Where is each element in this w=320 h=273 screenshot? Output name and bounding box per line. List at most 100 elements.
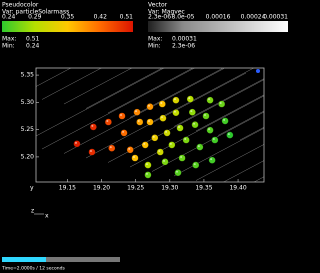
streamline [36, 68, 165, 137]
particle-highlight [173, 98, 176, 101]
x-tick-label: 19.20 [93, 185, 110, 192]
particle [118, 112, 126, 120]
particle-highlight [169, 142, 172, 145]
particle [202, 112, 210, 120]
particle-highlight [109, 146, 112, 149]
streamline [85, 72, 247, 159]
streamline [36, 68, 72, 87]
particle [136, 118, 144, 126]
particle [221, 117, 229, 125]
pc-tick-label: 0.42 [94, 14, 108, 21]
vec-colorbar [148, 21, 288, 32]
streamline [129, 68, 224, 118]
background [0, 0, 291, 273]
streamline [41, 68, 102, 100]
particle [176, 124, 184, 132]
particle [191, 121, 199, 129]
particle [196, 143, 204, 151]
y-tick-label: 5.30 [21, 99, 35, 106]
particle [188, 108, 196, 116]
particle [73, 140, 81, 148]
particle-highlight [120, 114, 123, 116]
particle [206, 96, 214, 104]
vec-var: Var: Magvec [148, 9, 185, 16]
pc-colorbar [2, 21, 133, 32]
particle-highlight [148, 120, 150, 122]
particle [186, 95, 194, 103]
streamline [63, 68, 225, 154]
vec-min-label: Min: [148, 43, 161, 50]
particle-highlight [160, 116, 163, 119]
particle-highlight [152, 135, 155, 138]
streamline [217, 110, 264, 136]
streamline [195, 144, 264, 181]
particle-highlight [128, 147, 131, 150]
particle-highlight [163, 159, 166, 162]
particle-highlight [91, 124, 94, 127]
streamline [173, 78, 264, 127]
particle [151, 134, 159, 142]
particle-highlight [122, 130, 125, 133]
particle [131, 154, 139, 162]
particle [206, 126, 214, 134]
particle [104, 118, 112, 126]
vector-glyph [256, 69, 260, 73]
particle [144, 171, 152, 179]
particle [172, 109, 180, 117]
particle [141, 141, 149, 149]
particle [211, 136, 219, 144]
particle-highlight [193, 122, 196, 125]
pc-tick-label: 0.24 [2, 14, 16, 21]
streamline [223, 160, 264, 182]
x-tick-label: 19.35 [195, 185, 212, 192]
time-label: Time=2.0000s / 12 seconds [1, 266, 65, 272]
particle-highlight [197, 145, 200, 148]
particle-highlight [212, 138, 215, 140]
plot: 19.15 19.20 19.25 19.30 19.35 19.40 5.20 5.25 5.… [21, 72, 247, 192]
triad-x: x [45, 213, 49, 220]
particle [108, 144, 116, 152]
streamline [85, 68, 163, 109]
particle [120, 129, 128, 137]
y-tick-label: 5.20 [21, 153, 35, 160]
particle-highlight [148, 104, 150, 107]
particle [158, 100, 166, 108]
particle [133, 108, 141, 116]
particle-highlight [227, 133, 230, 136]
particle-highlight [208, 128, 211, 131]
particle-highlight [208, 98, 211, 101]
particle-highlight [173, 110, 176, 113]
time-slider-fill [2, 257, 46, 262]
particle-highlight [193, 163, 196, 166]
particle [126, 146, 134, 154]
streamline [151, 68, 255, 123]
time-slider [2, 257, 120, 262]
particle [156, 148, 164, 156]
particle-highlight [210, 158, 213, 161]
x-tick-label: 19.40 [229, 185, 246, 192]
pc-max-label: Max: [2, 36, 16, 43]
triad-z: z [31, 208, 34, 215]
streamline [129, 95, 264, 168]
pc-title: Pseudocolor [2, 2, 39, 9]
particle [89, 123, 97, 131]
vec-max-label: Max: [148, 36, 162, 43]
vec-tick-label: 8.0e-05 [171, 14, 194, 21]
streamline [63, 68, 133, 105]
particle [192, 161, 200, 169]
particle-highlight [145, 163, 148, 166]
particle [88, 148, 96, 156]
particle-highlight [106, 120, 109, 122]
x-tick-label: 19.25 [127, 185, 144, 192]
vec-tick-label: 0.00016 [206, 14, 231, 21]
streamline [107, 79, 264, 163]
particle [172, 96, 180, 104]
particle [208, 156, 216, 164]
particle-highlight [188, 97, 191, 100]
streamline [41, 68, 196, 150]
particle [144, 161, 152, 169]
particle [146, 103, 154, 111]
particle-highlight [190, 110, 193, 113]
particle-highlight [219, 102, 222, 104]
particle-highlight [223, 118, 226, 121]
